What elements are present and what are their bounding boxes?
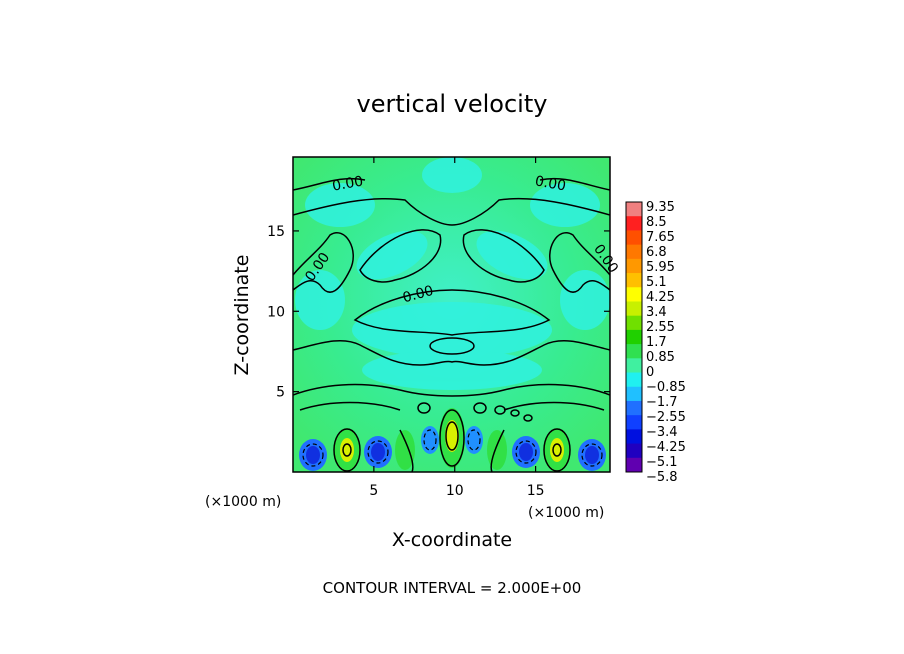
y-tick-label: 5 [276,385,285,401]
colorbar-label: −3.4 [646,425,678,440]
x-tick-label: 10 [446,483,464,499]
x-tick-label: 15 [527,483,545,499]
colorbar-label: 0 [646,365,654,380]
colorbar-label: −5.1 [646,455,678,470]
colorbar-label: 0.85 [646,350,675,365]
colorbar-label: −5.8 [646,470,678,485]
x-tick-label: 5 [369,483,378,499]
colorbar-swatch [626,287,642,302]
y-axis-label: Z-coordinate [231,255,253,376]
field-yellow-cores [340,420,564,462]
colorbar-label: 6.8 [646,245,667,260]
colorbar-swatch [626,386,642,402]
plot-frame [292,156,611,473]
field-cyan-regions [295,157,610,390]
x-ticks: 5 10 15 [369,157,545,499]
colorbar-label: 2.55 [646,320,675,335]
colorbar-label: 1.7 [646,335,667,350]
contour-interval-text: CONTOUR INTERVAL = 2.000E+00 [323,579,582,597]
chart-title: vertical velocity [357,90,548,118]
contour-label: 0.00 [401,283,435,307]
colorbar-swatch [626,443,642,459]
z-unit-label: (×1000 m) [528,505,604,521]
colorbar-label: 7.65 [646,230,675,245]
colorbar-swatch [626,244,642,260]
colorbar-frame [625,201,643,473]
colorbar-swatch [626,429,642,445]
colorbar: 9.358.57.656.85.955.14.253.42.551.70.850… [625,200,686,485]
colorbar-swatch [626,230,642,246]
colorbar-label: 5.95 [646,260,675,275]
colorbar-swatch [626,258,642,274]
contour-label: 0.00 [534,173,567,194]
y-tick-label: 15 [267,224,285,240]
colorbar-label: 5.1 [646,275,667,290]
colorbar-swatch [626,415,642,430]
colorbar-swatch [626,344,642,359]
colorbar-swatch [626,301,642,317]
colorbar-swatch [626,457,642,473]
colorbar-swatch [626,202,642,217]
colorbar-label: 9.35 [646,200,675,215]
contour-dashed-lines [302,429,603,467]
colorbar-swatch [626,358,642,374]
colorbar-swatch [626,329,642,345]
colorbar-label: −2.55 [646,410,686,425]
x-axis-label: X-coordinate [392,529,512,551]
y-ticks: 5 10 15 [267,224,610,401]
colorbar-swatch [626,273,642,288]
contour-lines [293,177,610,472]
colorbar-label: 3.4 [646,305,667,320]
y-tick-label: 10 [267,304,285,320]
colorbar-label: −0.85 [646,380,686,395]
plot-area [293,157,610,472]
colorbar-swatch [626,372,642,388]
colorbar-swatch [626,216,642,231]
contour-label: 0.00 [331,173,364,194]
colorbar-label: 4.25 [646,290,675,305]
colorbar-swatch [626,315,642,331]
colorbar-swatch [626,400,642,416]
colorbar-label: 8.5 [646,215,667,230]
colorbar-label: −1.7 [646,395,678,410]
colorbar-label: −4.25 [646,440,686,455]
x-unit-label: (×1000 m) [205,494,281,510]
